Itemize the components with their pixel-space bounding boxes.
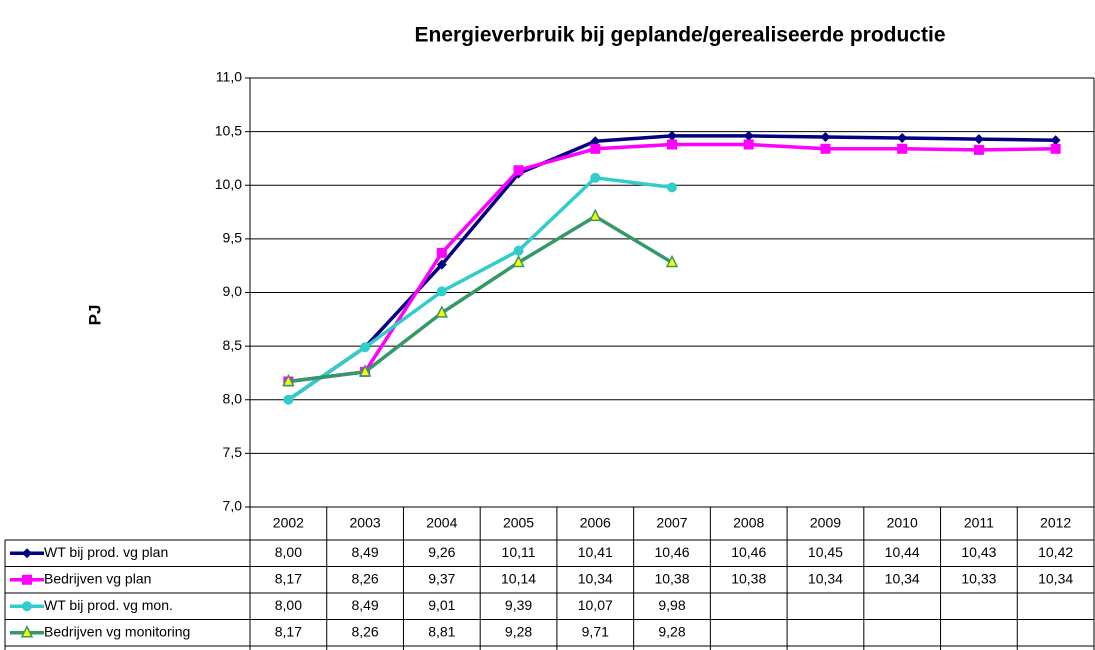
table-value: 9,01 <box>428 597 455 613</box>
point <box>436 286 447 297</box>
table-value: 9,39 <box>505 597 532 613</box>
x-tick-label: 2007 <box>656 515 687 531</box>
table-value: 10,46 <box>654 544 689 560</box>
legend-label: Bedrijven vg plan <box>44 570 151 586</box>
series-line <box>287 134 1056 402</box>
x-tick-label: 2006 <box>580 515 611 531</box>
point <box>743 139 754 150</box>
table-value: 8,00 <box>275 544 302 560</box>
table-value: 10,42 <box>1038 544 1073 560</box>
table-value: 9,98 <box>658 597 685 613</box>
legend-label: Bedrijven vg monitoring <box>44 623 190 639</box>
y-tick-label: 8,0 <box>223 390 243 406</box>
legend-label: WT bij prod. vg plan <box>44 544 168 560</box>
point <box>1050 143 1061 154</box>
x-tick-label: 2002 <box>273 515 304 531</box>
table-value: 10,41 <box>578 544 613 560</box>
legend-label: WT bij prod. vg mon. <box>44 597 173 613</box>
table-value: 8,26 <box>351 570 378 586</box>
table-value: 10,38 <box>654 570 689 586</box>
table-value: 10,43 <box>961 544 996 560</box>
y-tick-label: 10,5 <box>215 122 242 138</box>
chart-title: Energieverbruik bij geplande/gerealiseer… <box>414 24 945 47</box>
point <box>897 143 908 154</box>
point <box>513 245 524 256</box>
table-value: 8,26 <box>351 623 378 639</box>
table-value: 10,46 <box>731 544 766 560</box>
point <box>435 305 449 318</box>
point <box>360 342 371 353</box>
point <box>282 373 295 387</box>
table-value: 9,71 <box>582 623 609 639</box>
x-tick-label: 2011 <box>964 515 994 531</box>
y-tick-label: 11,0 <box>216 69 242 85</box>
table-value: 10,07 <box>578 597 613 613</box>
table-value: 8,81 <box>428 623 455 639</box>
table-value: 9,28 <box>505 623 532 639</box>
table-value: 10,34 <box>1038 570 1073 586</box>
point <box>512 254 525 268</box>
y-axis-label: PJ <box>85 305 104 326</box>
point <box>590 136 601 147</box>
y-tick-label: 8,5 <box>223 337 243 353</box>
x-tick-label: 2003 <box>350 515 381 531</box>
point <box>667 130 677 141</box>
table-value: 9,37 <box>428 570 455 586</box>
x-tick-label: 2004 <box>426 515 457 531</box>
point <box>973 144 984 155</box>
table-value: 10,11 <box>502 544 536 560</box>
point <box>897 133 908 144</box>
x-tick-label: 2010 <box>887 515 918 531</box>
point <box>743 130 754 141</box>
table-value: 10,34 <box>885 570 920 586</box>
legend-marker <box>22 574 32 585</box>
series-line <box>288 214 673 384</box>
point <box>436 259 447 270</box>
table-value: 8,17 <box>275 623 302 639</box>
table-value: 10,14 <box>501 570 536 586</box>
point <box>513 165 524 176</box>
table-value: 10,34 <box>578 570 613 586</box>
table-value: 8,49 <box>351 597 378 613</box>
series-line <box>287 175 673 402</box>
point <box>973 134 984 145</box>
table-value: 10,44 <box>885 544 920 560</box>
point <box>820 131 831 142</box>
table-value: 9,26 <box>428 544 455 560</box>
y-tick-label: 7,5 <box>223 444 243 460</box>
y-tick-label: 7,0 <box>223 498 243 514</box>
y-tick-label: 9,5 <box>223 230 243 246</box>
table-value: 10,33 <box>961 570 996 586</box>
point <box>283 394 294 405</box>
legend-marker <box>20 625 34 638</box>
x-tick-label: 2012 <box>1040 515 1071 531</box>
point <box>665 254 679 268</box>
x-tick-label: 2008 <box>733 515 764 531</box>
point <box>667 182 677 193</box>
legend-marker <box>22 601 32 612</box>
table-value: 8,00 <box>275 597 302 613</box>
point <box>590 143 601 154</box>
table-value: 8,49 <box>351 544 378 560</box>
table-value: 9,28 <box>658 623 685 639</box>
point <box>590 172 601 183</box>
point <box>1050 135 1061 146</box>
point <box>820 143 831 154</box>
y-tick-label: 9,0 <box>223 283 243 299</box>
point <box>436 247 447 258</box>
point <box>589 208 602 222</box>
table-value: 10,38 <box>731 570 766 586</box>
legend-marker <box>22 548 32 559</box>
table-value: 10,34 <box>808 570 843 586</box>
x-tick-label: 2009 <box>810 515 841 531</box>
y-tick-label: 10,0 <box>215 176 242 192</box>
point <box>667 139 677 150</box>
table-value: 10,45 <box>808 544 843 560</box>
table-value: 8,17 <box>275 570 302 586</box>
point <box>358 364 372 377</box>
x-tick-label: 2005 <box>503 515 534 531</box>
